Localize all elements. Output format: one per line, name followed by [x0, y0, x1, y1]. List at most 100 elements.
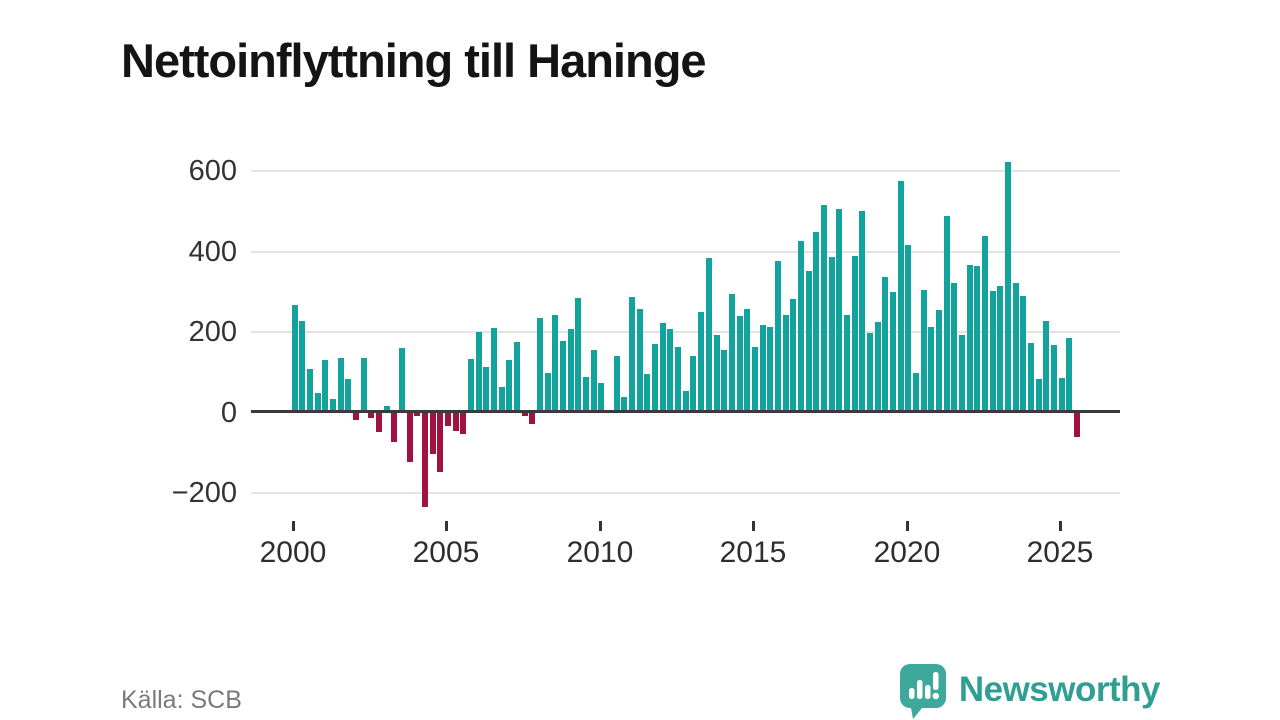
bar	[590, 349, 597, 412]
bar	[360, 357, 367, 412]
bar	[667, 328, 674, 412]
bar	[383, 405, 390, 412]
y-axis-label: 0	[220, 397, 237, 429]
bar	[959, 334, 965, 412]
bar	[974, 265, 981, 412]
bar	[882, 276, 889, 412]
bar	[905, 244, 912, 412]
bar	[314, 392, 321, 412]
bar	[437, 411, 444, 472]
y-axis-label: 600	[188, 155, 237, 187]
x-axis-label: 2010	[566, 536, 634, 569]
bar	[322, 359, 329, 412]
bar	[767, 326, 774, 412]
grid-line	[251, 331, 1120, 333]
x-axis-label: 2020	[873, 536, 941, 569]
bar	[337, 357, 344, 412]
bar	[406, 411, 413, 462]
bar	[828, 256, 835, 412]
bar	[912, 372, 919, 412]
bar	[537, 317, 543, 412]
bar	[414, 411, 421, 416]
bar	[813, 231, 820, 412]
bar	[329, 398, 336, 412]
bar	[713, 334, 720, 412]
bar	[759, 324, 766, 412]
bar	[491, 327, 497, 412]
bar	[966, 264, 973, 412]
bar	[866, 332, 873, 412]
bar	[943, 215, 950, 412]
bar	[1005, 161, 1011, 412]
bar	[529, 411, 536, 424]
x-axis-label: 2005	[412, 536, 480, 569]
bar	[744, 308, 751, 412]
bar	[583, 376, 589, 412]
bar	[920, 289, 927, 412]
bar	[797, 240, 804, 412]
bar	[805, 270, 812, 412]
grid-line	[251, 251, 1120, 253]
bar	[483, 366, 490, 412]
bar	[690, 355, 697, 412]
bar	[560, 340, 566, 412]
bar	[790, 298, 797, 412]
bar	[782, 314, 789, 412]
bar	[636, 308, 643, 412]
bar	[444, 411, 451, 426]
bar	[629, 296, 636, 412]
bar	[774, 260, 781, 412]
x-axis-tick	[752, 521, 755, 531]
bar	[621, 396, 628, 412]
zero-line	[251, 410, 1120, 413]
bar	[836, 208, 843, 412]
bar	[728, 293, 735, 412]
bar	[736, 315, 743, 412]
bar	[897, 180, 904, 412]
bar	[521, 411, 528, 416]
y-axis-label: −200	[171, 477, 237, 509]
x-axis-tick	[292, 521, 295, 531]
bar	[997, 285, 1004, 412]
bar	[982, 235, 988, 412]
bar	[391, 411, 398, 442]
bar	[1058, 377, 1065, 412]
bar	[498, 386, 505, 412]
bar	[1035, 378, 1042, 412]
bar	[820, 204, 827, 412]
bar	[306, 368, 313, 412]
x-axis-label: 2025	[1026, 536, 1094, 569]
bar	[843, 314, 850, 412]
bar	[514, 341, 520, 412]
bar	[368, 411, 375, 418]
bar	[1020, 295, 1027, 412]
bar	[598, 382, 605, 412]
grid-line	[251, 170, 1120, 172]
bar	[575, 297, 582, 412]
bar	[682, 390, 689, 412]
bar	[1074, 411, 1080, 437]
logo-text: Newsworthy	[958, 670, 1161, 709]
bar	[1066, 337, 1073, 412]
y-axis-label: 200	[188, 316, 237, 348]
bar	[659, 322, 666, 412]
bar	[1051, 344, 1057, 412]
bar	[291, 304, 298, 412]
page-title: Nettoinflyttning till Haninge	[121, 34, 707, 88]
x-axis-tick	[906, 521, 909, 531]
source-label: Källa: SCB	[121, 686, 242, 714]
bar	[874, 321, 881, 412]
bar	[1012, 282, 1019, 412]
grid-line	[251, 492, 1120, 494]
bar	[851, 255, 858, 412]
bar	[398, 347, 405, 412]
bar	[705, 257, 712, 412]
x-axis-tick	[445, 521, 448, 531]
x-axis-tick	[1059, 521, 1062, 531]
bar	[352, 411, 359, 420]
x-axis-tick	[599, 521, 602, 531]
bar	[928, 326, 935, 412]
newsworthy-logo: Newsworthy	[899, 664, 1161, 720]
bar	[751, 346, 758, 412]
